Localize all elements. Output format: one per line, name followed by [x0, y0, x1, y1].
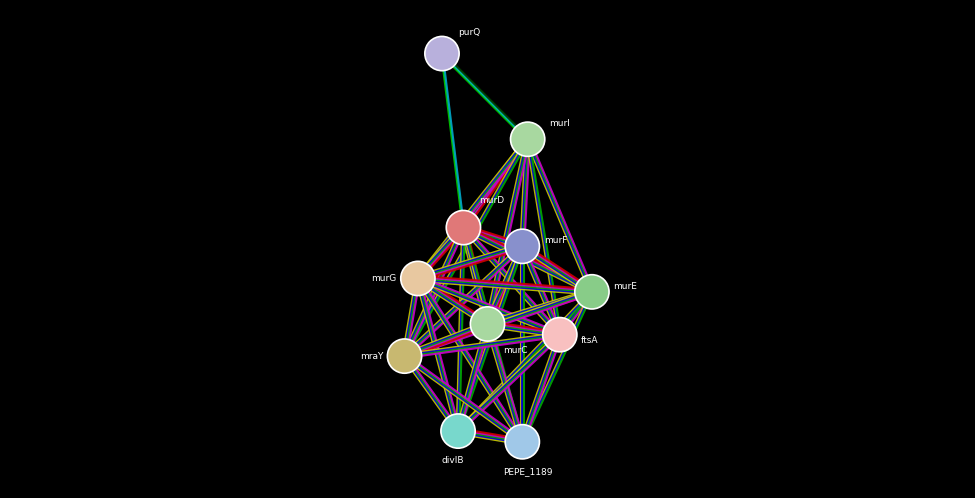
Circle shape — [575, 275, 609, 309]
Circle shape — [447, 211, 481, 245]
Text: purQ: purQ — [458, 27, 481, 37]
Circle shape — [387, 339, 421, 373]
Circle shape — [441, 414, 475, 448]
Text: murG: murG — [371, 274, 397, 283]
Text: PEPE_1189: PEPE_1189 — [503, 467, 553, 476]
Text: murD: murD — [480, 196, 505, 205]
Circle shape — [425, 36, 459, 71]
Text: mraY: mraY — [360, 352, 383, 361]
Text: ftsA: ftsA — [581, 336, 599, 345]
Text: murC: murC — [503, 346, 528, 355]
Circle shape — [401, 261, 435, 296]
Text: murI: murI — [549, 119, 570, 127]
Circle shape — [511, 122, 545, 156]
Circle shape — [470, 307, 505, 341]
Circle shape — [505, 229, 539, 263]
Text: murF: murF — [544, 237, 567, 246]
Circle shape — [543, 318, 577, 352]
Text: murE: murE — [613, 282, 638, 291]
Circle shape — [505, 425, 539, 459]
Text: divIB: divIB — [442, 456, 464, 465]
